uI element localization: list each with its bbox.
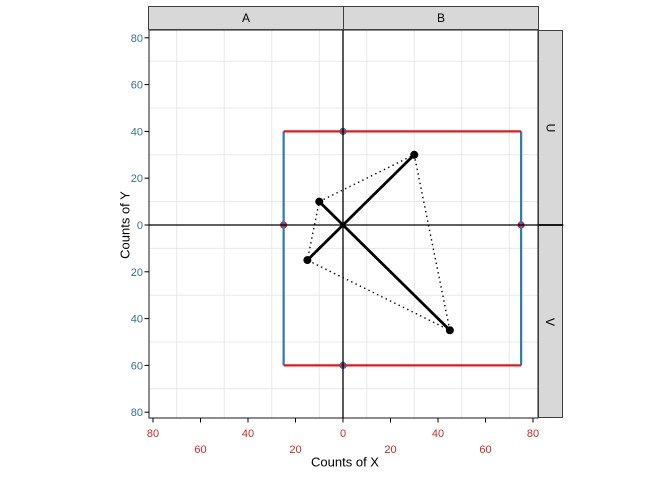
data-point [410,150,419,159]
x-tick-label: 40 [242,428,254,440]
x-tick-label: 0 [340,428,346,440]
y-tick-label: 60 [131,360,143,372]
data-point [303,256,312,265]
y-tick-label: 0 [137,220,143,232]
x-axis-title: Counts of X [311,454,379,470]
y-tick-label: 20 [131,267,143,279]
x-tick-label: 40 [432,428,444,440]
facet-strip-a: A [148,6,344,30]
facet-strip-v: V [538,225,563,418]
y-tick-label: 40 [131,126,143,138]
y-tick-label: 80 [131,33,143,45]
y-axis-title: Counts of Y [117,191,133,259]
x-tick-label: 80 [147,428,159,440]
dotted-polygon [306,153,451,332]
y-tick-label: 60 [131,80,143,92]
x-tick-label: 60 [479,444,491,456]
solid-segment [306,153,416,262]
facet-strip-b-label: B [436,11,445,25]
x-tick-label: 20 [289,444,301,456]
solid-segment [318,200,451,332]
y-tick-label: 40 [131,314,143,326]
x-tick-label: 20 [384,444,396,456]
facet-strip-a-label: A [241,11,250,25]
data-point [315,197,324,206]
x-tick-label: 60 [194,444,206,456]
data-point [445,326,454,335]
x-tick-label: 80 [527,428,539,440]
y-tick-label: 80 [131,407,143,419]
y-tick-label: 20 [131,173,143,185]
